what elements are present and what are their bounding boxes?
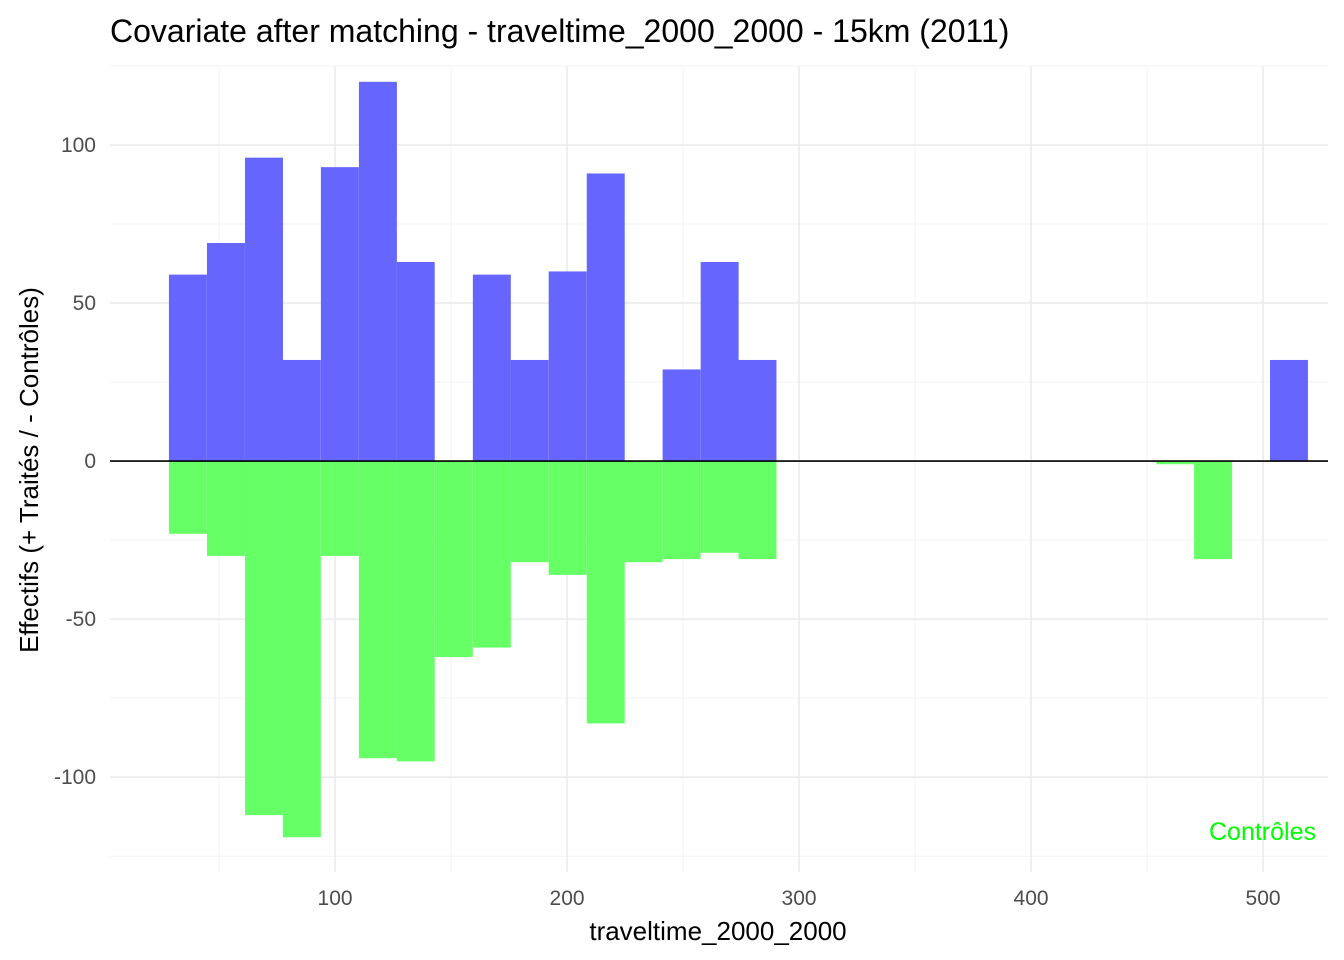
x-tick-label: 100 <box>318 887 353 910</box>
bar-contr-les <box>206 461 245 556</box>
x-tick-label: 300 <box>782 887 817 910</box>
bar-contr-les <box>320 461 359 556</box>
bar-contr-les <box>282 461 321 838</box>
bar-trait-s <box>510 359 549 462</box>
y-tick-label: 50 <box>73 292 96 315</box>
bar-trait-s <box>206 243 245 462</box>
bars <box>168 81 1308 838</box>
bar-trait-s <box>472 274 511 462</box>
y-axis-title: Effectifs (+ Traités / - Contrôles) <box>14 287 44 653</box>
bar-contr-les <box>738 461 777 560</box>
bar-trait-s <box>245 157 283 462</box>
x-axis-title: traveltime_2000_2000 <box>589 916 846 946</box>
bar-trait-s <box>1270 359 1308 462</box>
x-tick-label: 500 <box>1246 887 1281 910</box>
y-tick-label: -100 <box>54 766 96 789</box>
bar-contr-les <box>358 461 397 759</box>
bar-trait-s <box>358 81 397 462</box>
tick-labels: 100 200 300 400 500 -100 -50 0 50 100 <box>54 134 1281 910</box>
y-tick-label: 100 <box>61 134 96 157</box>
bar-contr-les <box>168 461 207 534</box>
bar-contr-les <box>700 461 739 553</box>
bar-contr-les <box>245 461 283 816</box>
bar-trait-s <box>662 369 701 462</box>
bar-trait-s <box>168 274 207 462</box>
bar-contr-les <box>396 461 435 762</box>
bar-contr-les <box>662 461 701 560</box>
bar-trait-s <box>738 359 777 462</box>
bar-contr-les <box>586 461 625 724</box>
bar-trait-s <box>700 261 739 462</box>
bar-contr-les <box>472 461 511 648</box>
bar-contr-les <box>624 461 663 563</box>
bar-contr-les <box>510 461 549 563</box>
x-tick-label: 400 <box>1014 887 1049 910</box>
bar-contr-les <box>434 461 473 658</box>
chart-title: Covariate after matching - traveltime_20… <box>110 13 1009 49</box>
controles-annotation: Contrôles <box>1209 818 1316 846</box>
bar-trait-s <box>396 261 435 462</box>
bar-contr-les <box>1156 461 1195 465</box>
bar-contr-les <box>548 461 587 575</box>
x-tick-label: 200 <box>550 887 585 910</box>
bar-contr-les <box>1194 461 1233 560</box>
bar-trait-s <box>586 173 625 462</box>
bar-trait-s <box>548 271 587 462</box>
bar-trait-s <box>282 359 321 462</box>
y-tick-label: 0 <box>84 450 96 473</box>
y-tick-label: -50 <box>66 608 96 631</box>
bar-trait-s <box>320 167 359 462</box>
